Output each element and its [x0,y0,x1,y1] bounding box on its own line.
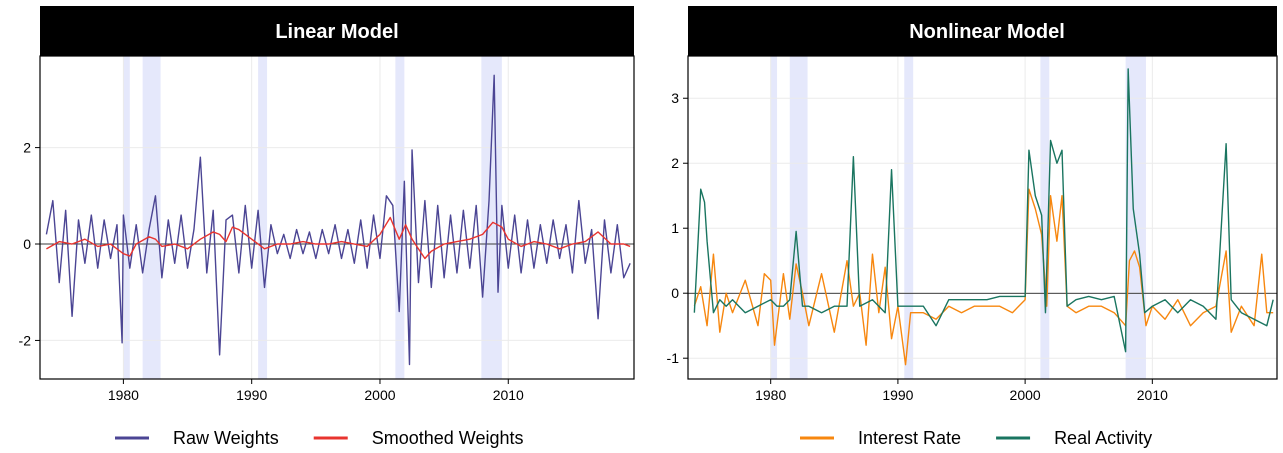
smoothed-weights-legend-label: Smoothed Weights [372,428,524,448]
y-tick-label: 0 [23,236,31,252]
x-tick-label: 1980 [755,387,786,403]
series-lines [45,74,631,366]
recession-band [789,56,808,379]
x-axis: 1980 1990 2000 2010 [108,379,524,403]
y-tick-label: 0 [671,285,679,301]
y-tick-label: 2 [671,155,679,171]
recession-band [258,56,268,379]
recession-band [904,56,914,379]
series-lines [693,68,1274,366]
x-tick-label: 1980 [108,387,139,403]
interest-rate-line [693,188,1274,366]
linear-model-panel: Linear Model 1980 1990 2000 2010 -2 0 2 Raw W… [19,6,635,448]
recession-band [481,56,502,379]
recession-bands [123,56,502,379]
real-activity-line [693,68,1274,353]
x-tick-label: 1990 [882,387,913,403]
linear-model-legend: Raw Weights Smoothed Weights [115,428,523,448]
recession-bands [770,56,1146,379]
y-axis: -2 0 2 [19,140,40,348]
x-tick-label: 2010 [493,387,524,403]
y-tick-label: 1 [671,220,679,236]
y-tick-label: 2 [23,140,31,156]
real-activity-legend-label: Real Activity [1054,428,1152,448]
x-tick-label: 2010 [1137,387,1168,403]
nonlinear-model-strip [688,6,1277,56]
smoothed-weights-line [46,216,631,260]
recession-band [1125,56,1146,379]
x-tick-label: 2000 [364,387,395,403]
raw-weights-legend-label: Raw Weights [173,428,279,448]
y-tick-label: -2 [19,332,32,348]
linear-model-title: Linear Model [275,21,398,43]
recession-band [395,56,405,379]
interest-rate-legend-label: Interest Rate [858,428,961,448]
nonlinear-model-plot-frame [687,55,1278,380]
y-tick-label: 3 [671,90,679,106]
nonlinear-model-title: Nonlinear Model [909,21,1065,43]
x-tick-label: 1990 [236,387,267,403]
y-axis: -1 0 1 2 3 [667,90,688,366]
x-axis: 1980 1990 2000 2010 [755,379,1168,403]
nonlinear-model-panel: Nonlinear Model 1980 1990 2000 2010 -10123 … [667,6,1278,448]
recession-band [123,56,130,379]
linear-model-plot-frame [39,55,635,380]
x-tick-label: 2000 [1010,387,1041,403]
linear-model-strip [40,6,634,56]
y-tick-label: -1 [667,350,680,366]
nonlinear-model-legend: Interest Rate Real Activity [800,428,1152,448]
recession-band [770,56,778,379]
raw-weights-line [45,74,631,366]
recession-band [1040,56,1050,379]
